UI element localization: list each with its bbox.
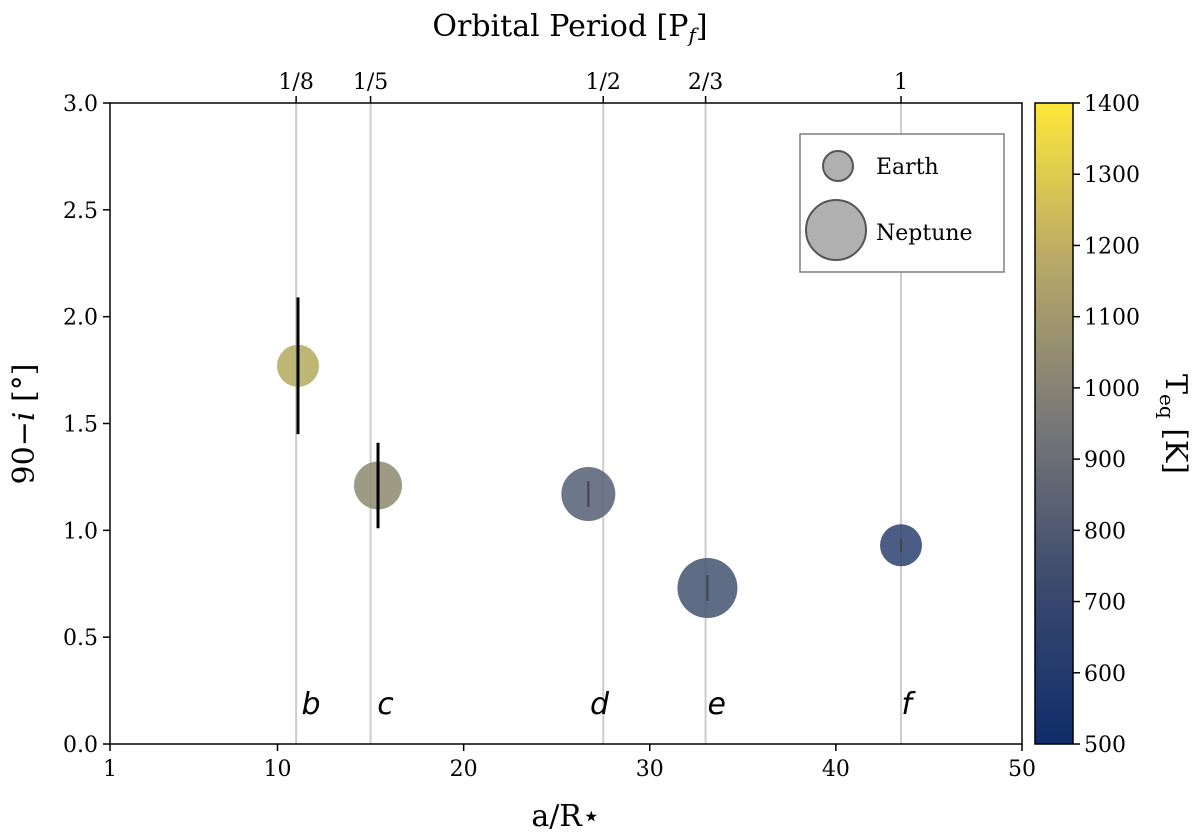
x-axis-ticks: 1 10 20 30 40 50 — [103, 744, 1036, 782]
colorbar-tick-label: 700 — [1084, 591, 1126, 616]
colorbar-tick-label: 1100 — [1084, 306, 1140, 331]
y-tick-label: 3.0 — [63, 92, 98, 117]
legend: Earth Neptune — [799, 133, 1005, 273]
colorbar-tick-label: 1200 — [1084, 234, 1140, 259]
colorbar-tick-label: 800 — [1084, 519, 1126, 544]
top-axis-ticks: 1/8 1/5 1/2 2/3 1 — [278, 70, 908, 103]
colorbar-tick-label: 1300 — [1084, 163, 1140, 188]
y-tick-label: 2.0 — [63, 306, 98, 331]
y-tick-label: 0.5 — [63, 626, 98, 651]
top-tick-label: 1 — [894, 70, 908, 95]
legend-marker-earth — [822, 150, 854, 182]
legend-label-earth: Earth — [876, 155, 939, 180]
legend-marker-neptune — [805, 199, 867, 261]
colorbar-tick-label: 600 — [1084, 662, 1126, 687]
top-axis-title: Orbital Period [Pf] — [432, 9, 707, 47]
legend-label-neptune: Neptune — [876, 221, 973, 246]
x-axis-title: a/R⋆ — [531, 799, 600, 834]
y-tick-label: 0.0 — [63, 733, 98, 758]
planet-letter-e: e — [708, 687, 726, 722]
x-tick-label: 30 — [636, 757, 664, 782]
colorbar-tick-label: 1000 — [1084, 377, 1140, 402]
planet-letter-c: c — [377, 687, 394, 722]
colorbar-tick-label: 500 — [1084, 733, 1126, 758]
x-tick-label: 10 — [264, 757, 292, 782]
top-tick-label: 1/8 — [278, 70, 313, 95]
colorbar-gradient — [1034, 102, 1074, 745]
y-tick-label: 1.5 — [63, 413, 98, 438]
x-tick-label: 40 — [822, 757, 850, 782]
y-tick-label: 2.5 — [63, 199, 98, 224]
vertical-guide-lines — [295, 103, 903, 744]
y-axis-ticks: 0.0 0.5 1.0 1.5 2.0 2.5 3.0 — [63, 92, 110, 758]
colorbar: 500 600 700 800 900 1000 1100 1200 1300 1400 Teq … — [1034, 92, 1193, 758]
data-points — [276, 297, 923, 619]
colorbar-tick-label: 1400 — [1084, 92, 1140, 117]
top-tick-label: 1/2 — [586, 70, 621, 95]
x-tick-label: 50 — [1008, 757, 1036, 782]
colorbar-ticks: 500 600 700 800 900 1000 1100 1200 1300 1400 — [1073, 92, 1140, 758]
x-tick-label: 20 — [450, 757, 478, 782]
colorbar-tick-label: 900 — [1084, 448, 1126, 473]
top-tick-label: 2/3 — [688, 70, 723, 95]
planet-letter-d: d — [590, 687, 610, 722]
top-tick-label: 1/5 — [353, 70, 388, 95]
y-tick-label: 1.0 — [63, 519, 98, 544]
y-axis-title: 90−i [°] — [7, 364, 42, 485]
planet-letter-b: b — [301, 687, 320, 722]
colorbar-title: Teq [K] — [1155, 374, 1193, 474]
x-tick-label: 1 — [103, 757, 117, 782]
